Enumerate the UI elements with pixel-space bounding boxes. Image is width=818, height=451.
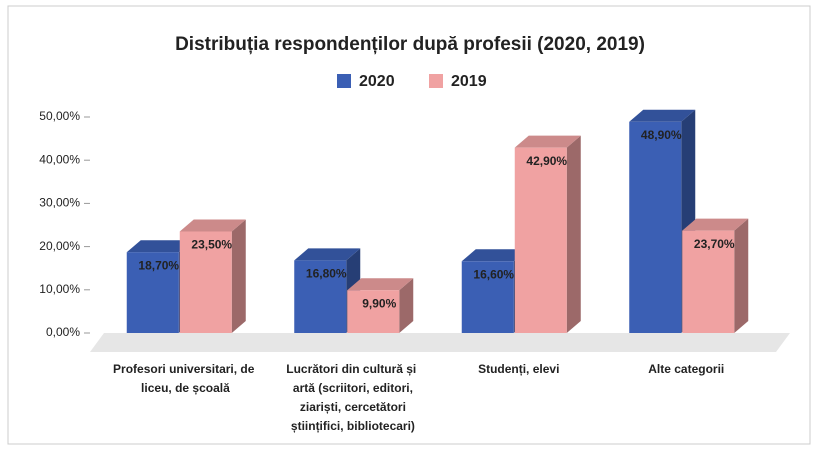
y-tick-label: 0,00% [46, 325, 80, 339]
value-label: 9,90% [362, 296, 396, 310]
y-tick-label: 50,00% [39, 109, 80, 123]
legend-swatch [337, 74, 351, 88]
bar-top [294, 248, 361, 261]
bar-top [629, 109, 696, 122]
value-label: 23,50% [191, 238, 232, 252]
y-tick-label: 10,00% [39, 282, 80, 296]
x-tick-label: Alte categorii [648, 362, 724, 376]
bar-top [126, 240, 193, 253]
bar-top [514, 135, 581, 148]
x-tick-label: Studenți, elevi [478, 362, 559, 376]
bar-top [682, 218, 749, 231]
bar [629, 121, 682, 333]
value-label: 23,70% [694, 237, 735, 251]
legend-swatch [429, 74, 443, 88]
bar-side [231, 219, 246, 333]
value-label: 48,90% [641, 128, 682, 142]
legend-label: 2020 [359, 73, 395, 90]
bar [347, 290, 400, 333]
bar [461, 261, 514, 333]
x-tick-label: Lucrători din cultură și artă (scriitori… [286, 362, 416, 433]
bar [126, 252, 179, 333]
bar-top [179, 219, 246, 232]
y-tick-label: 40,00% [39, 152, 80, 166]
bar [179, 231, 232, 333]
y-tick-label: 30,00% [39, 196, 80, 210]
chart-title: Distribuția respondenților după profesii… [175, 34, 645, 55]
value-label: 16,60% [473, 267, 514, 281]
x-tick-label: Profesori universitari, de liceu, de șco… [113, 362, 255, 395]
value-label: 16,80% [306, 267, 347, 281]
legend-label: 2019 [451, 73, 487, 90]
bar-side [566, 135, 581, 333]
bar-side [734, 218, 749, 333]
value-label: 42,90% [526, 154, 567, 168]
value-label: 18,70% [138, 258, 179, 272]
bar-top [461, 249, 528, 262]
bar [682, 230, 735, 333]
bar [514, 147, 567, 333]
floor [90, 333, 790, 352]
y-tick-label: 20,00% [39, 239, 80, 253]
bar-side [399, 278, 414, 333]
bar-top [347, 278, 414, 291]
bar [294, 260, 347, 333]
